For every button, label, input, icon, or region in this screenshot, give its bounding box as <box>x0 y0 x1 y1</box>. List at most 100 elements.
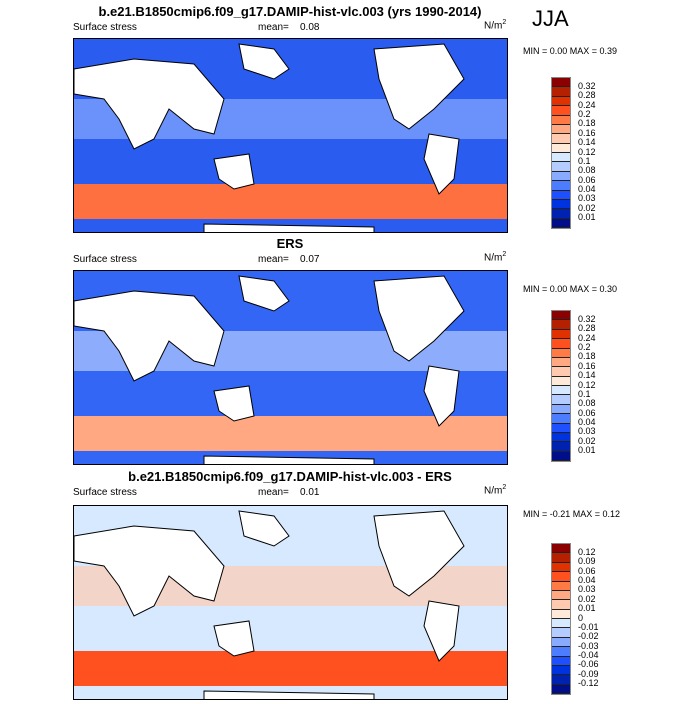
colorbar-tick-label: 0.2 <box>578 109 591 119</box>
minmax-label: MIN = 0.00 MAX = 0.30 <box>523 284 618 294</box>
colorbar-tick-label: 0.02 <box>578 435 596 446</box>
colorbar-tick-label: 0.28 <box>578 90 596 101</box>
colorbar-swatch <box>552 87 570 97</box>
map-plot <box>73 505 508 702</box>
mean-value: 0.08 <box>300 22 320 33</box>
colorbar-tick-label: 0.04 <box>578 417 596 427</box>
colorbar-tick-label: 0.18 <box>578 118 596 129</box>
colorbar-swatch <box>552 311 570 321</box>
colorbar-swatch <box>552 124 570 135</box>
minmax-label: MIN = -0.21 MAX = 0.12 <box>523 509 621 519</box>
colorbar-swatch <box>552 609 570 619</box>
minmax-label: MIN = 0.00 MAX = 0.39 <box>523 46 618 56</box>
mean-label: mean= <box>258 487 289 498</box>
colorbar-tick-label: 0.06 <box>578 565 596 576</box>
colorbar-swatch <box>552 171 570 182</box>
mean-value: 0.01 <box>300 487 320 498</box>
colorbar-tick-label: -0.12 <box>578 678 599 689</box>
colorbar-tick-label: -0.06 <box>578 659 599 670</box>
colorbar-swatch <box>552 357 570 368</box>
colorbar-tick-label: 0.28 <box>578 323 596 334</box>
colorbar-tick-label: 0.14 <box>578 137 596 148</box>
land-outline <box>73 510 465 702</box>
colorbar-tick-label: 0.08 <box>578 398 596 409</box>
colorbar-tick-label: 0.32 <box>578 313 596 324</box>
mean-label: mean= <box>258 254 289 265</box>
colorbar-tick-label: 0.02 <box>578 202 596 213</box>
colorbar-swatch <box>552 395 570 405</box>
colorbar-tick-label: 0.24 <box>578 332 596 343</box>
colorbar-tick-label: -0.04 <box>578 650 599 660</box>
colorbar-swatch <box>552 209 570 219</box>
colorbar-swatch <box>552 162 570 172</box>
colorbar-swatch <box>552 553 570 563</box>
colorbar <box>551 77 571 229</box>
colorbar-swatch <box>552 115 570 125</box>
colorbar-tick-label: 0.1 <box>578 388 591 399</box>
colorbar-swatch <box>552 647 570 657</box>
panel-title: ERS <box>276 236 304 251</box>
colorbar-swatch <box>552 637 570 648</box>
colorbar-tick-label: 0.12 <box>578 146 596 157</box>
colorbar-tick-label: 0.24 <box>578 99 596 110</box>
colorbar-tick-label: 0.01 <box>578 445 596 456</box>
colorbar-swatch <box>552 590 570 601</box>
colorbar-swatch <box>552 153 570 163</box>
colorbar-swatch <box>552 414 570 424</box>
colorbar-swatch <box>552 619 570 629</box>
colorbar-swatch <box>552 96 570 107</box>
colorbar-swatch <box>552 572 570 582</box>
colorbar-tick-label: 0.01 <box>578 212 596 223</box>
stress-map <box>73 39 507 235</box>
colorbar-tick-label: 0.03 <box>578 584 596 595</box>
stress-map <box>73 271 507 467</box>
mean-label: mean= <box>258 22 289 33</box>
colorbar-swatch <box>552 218 570 228</box>
colorbar-swatch <box>552 600 570 610</box>
colorbar-tick-label: 0.06 <box>578 174 596 185</box>
colorbar-tick-label: 0.03 <box>578 426 596 437</box>
colorbar-swatch <box>552 329 570 340</box>
colorbar-tick-label: 0 <box>578 612 584 623</box>
colorbar-swatch <box>552 348 570 358</box>
colorbar-tick-label: 0.06 <box>578 407 596 418</box>
panel-title: b.e21.B1850cmip6.f09_g17.DAMIP-hist-vlc.… <box>128 469 452 484</box>
variable-label: Surface stress <box>73 487 137 498</box>
colorbar-swatch <box>552 684 570 694</box>
mean-value: 0.07 <box>300 254 320 265</box>
colorbar-tick-label: 0.01 <box>578 603 596 614</box>
map-plot <box>73 38 508 235</box>
colorbar-tick-label: 0.03 <box>578 193 596 204</box>
colorbar-swatch <box>552 451 570 461</box>
colorbar-swatch <box>552 386 570 396</box>
colorbar-swatch <box>552 404 570 415</box>
colorbar-swatch <box>552 581 570 591</box>
colorbar-swatch <box>552 544 570 554</box>
units-label: N/m2 <box>484 251 507 264</box>
variable-label: Surface stress <box>73 254 137 265</box>
colorbar-tick-label: 0.04 <box>578 575 596 585</box>
colorbar-tick-label: 0.02 <box>578 593 596 604</box>
colorbar-swatch <box>552 656 570 666</box>
colorbar-tick-label: 0.16 <box>578 127 596 138</box>
map-plot <box>73 270 508 467</box>
colorbar-tick-label: 0.08 <box>578 165 596 176</box>
colorbar-swatch <box>552 320 570 330</box>
colorbar-swatch <box>552 339 570 349</box>
units-label: N/m2 <box>484 19 507 32</box>
colorbar-tick-label: 0.04 <box>578 184 596 194</box>
colorbar-swatch <box>552 106 570 116</box>
colorbar-tick-label: 0.14 <box>578 370 596 381</box>
panel-title: b.e21.B1850cmip6.f09_g17.DAMIP-hist-vlc.… <box>98 4 482 19</box>
season-label: JJA <box>532 6 569 31</box>
land-outline <box>73 275 465 467</box>
units-label: N/m2 <box>484 484 507 497</box>
colorbar-tick-label: 0.32 <box>578 80 596 91</box>
colorbar-swatch <box>552 190 570 200</box>
colorbar-tick-label: 0.12 <box>578 379 596 390</box>
colorbar <box>551 310 571 462</box>
colorbar-swatch <box>552 199 570 210</box>
colorbar-tick-label: 0.18 <box>578 351 596 362</box>
colorbar-swatch <box>552 665 570 676</box>
colorbar-tick-label: -0.01 <box>578 621 599 632</box>
